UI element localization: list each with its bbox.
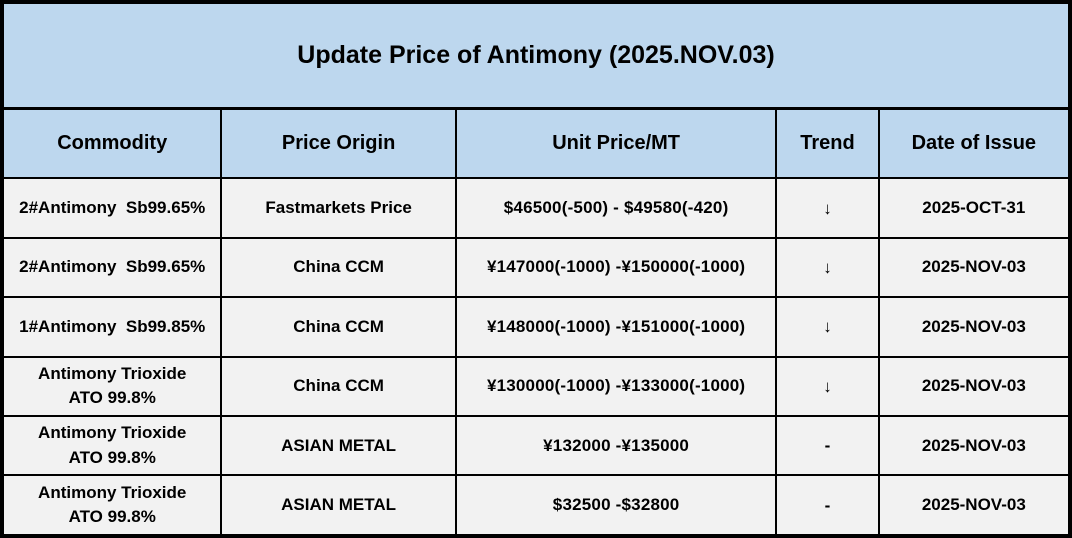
- trend-down-icon: ↓: [775, 236, 880, 299]
- title-row: Update Price of Antimony (2025.NOV.03): [1, 0, 1071, 110]
- commodity-cell: Antimony Trioxide ATO 99.8%: [0, 415, 223, 477]
- date-of-issue-cell: 2025-NOV-03: [877, 355, 1072, 418]
- price-origin-cell: China CCM: [220, 355, 457, 418]
- commodity-cell: 2#Antimony Sb99.65%: [0, 236, 223, 299]
- unit-price-cell: $32500 -$32800: [454, 474, 778, 537]
- trend-flat-dash: -: [775, 474, 880, 537]
- unit-price-cell: ¥130000(-1000) -¥133000(-1000): [454, 355, 778, 418]
- page-title: Update Price of Antimony (2025.NOV.03): [1, 0, 1071, 110]
- date-of-issue-cell: 2025-NOV-03: [877, 474, 1072, 537]
- col-header-date-of-issue: Date of Issue: [877, 107, 1072, 180]
- date-of-issue-cell: 2025-NOV-03: [877, 296, 1072, 358]
- col-header-price-origin: Price Origin: [220, 107, 457, 180]
- table-row: Antimony Trioxide ATO 99.8% ASIAN METAL …: [0, 415, 1072, 477]
- trend-flat-dash: -: [775, 415, 880, 477]
- unit-price-cell: ¥147000(-1000) -¥150000(-1000): [454, 236, 778, 299]
- col-header-trend: Trend: [775, 107, 880, 180]
- trend-down-icon: ↓: [775, 177, 880, 239]
- price-origin-cell: ASIAN METAL: [220, 474, 457, 537]
- table-row: 2#Antimony Sb99.65% Fastmarkets Price $4…: [0, 177, 1072, 239]
- date-of-issue-cell: 2025-NOV-03: [877, 236, 1072, 299]
- commodity-cell: 2#Antimony Sb99.65%: [0, 177, 223, 239]
- price-origin-cell: ASIAN METAL: [220, 415, 457, 477]
- col-header-unit-price: Unit Price/MT: [454, 107, 778, 180]
- table-row: 2#Antimony Sb99.65% China CCM ¥147000(-1…: [0, 236, 1072, 299]
- commodity-cell: Antimony Trioxide ATO 99.8%: [0, 474, 223, 537]
- table-row: Antimony Trioxide ATO 99.8% ASIAN METAL …: [0, 474, 1072, 537]
- trend-down-icon: ↓: [775, 296, 880, 358]
- table-row: Antimony Trioxide ATO 99.8% China CCM ¥1…: [0, 355, 1072, 418]
- unit-price-cell: ¥148000(-1000) -¥151000(-1000): [454, 296, 778, 358]
- commodity-cell: Antimony Trioxide ATO 99.8%: [0, 355, 223, 418]
- date-of-issue-cell: 2025-NOV-03: [877, 415, 1072, 477]
- price-origin-cell: China CCM: [220, 296, 457, 358]
- table-row: 1#Antimony Sb99.85% China CCM ¥148000(-1…: [0, 296, 1072, 358]
- trend-down-icon: ↓: [775, 355, 880, 418]
- price-origin-cell: China CCM: [220, 236, 457, 299]
- unit-price-cell: $46500(-500) - $49580(-420): [454, 177, 778, 239]
- table-header-row: Commodity Price Origin Unit Price/MT Tre…: [0, 107, 1072, 180]
- date-of-issue-cell: 2025-OCT-31: [877, 177, 1072, 239]
- commodity-cell: 1#Antimony Sb99.85%: [0, 296, 223, 358]
- price-origin-cell: Fastmarkets Price: [220, 177, 457, 239]
- unit-price-cell: ¥132000 -¥135000: [454, 415, 778, 477]
- col-header-commodity: Commodity: [0, 107, 223, 180]
